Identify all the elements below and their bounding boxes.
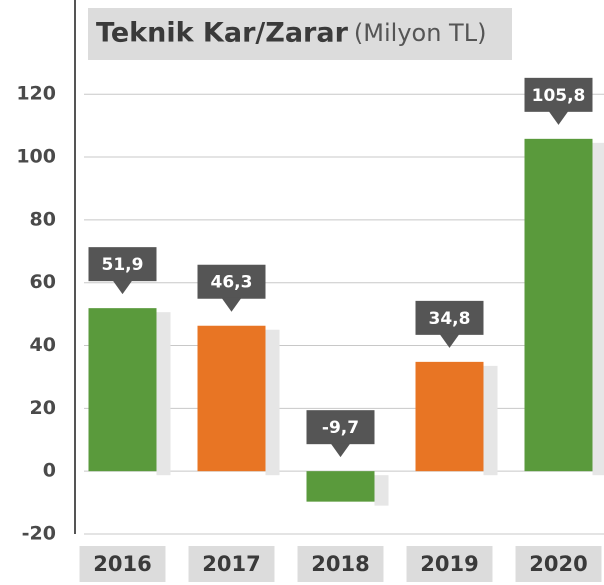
x-tick-box: [188, 546, 275, 582]
y-tick-label: 0: [43, 460, 56, 482]
y-tick-label: 100: [16, 146, 56, 168]
x-tick-label: 2016: [93, 552, 151, 576]
value-label-box: [415, 300, 484, 335]
y-tick-label: -20: [22, 523, 56, 545]
y-tick-label: 60: [30, 271, 56, 293]
y-tick-label: 80: [30, 208, 56, 230]
chart-subtitle: (Milyon TL): [354, 19, 487, 47]
x-tick-label: 2020: [529, 552, 587, 576]
x-tick-box: [515, 546, 602, 582]
bar-shadow: [156, 312, 171, 476]
y-tick-label: 20: [30, 397, 56, 419]
value-label: 34,8: [429, 309, 471, 329]
bar: [306, 471, 375, 502]
value-label-box: [197, 264, 266, 299]
x-tick-box: [79, 546, 166, 582]
y-tick-label: 120: [16, 83, 56, 105]
x-tick-box: [297, 546, 384, 582]
bar: [88, 308, 157, 472]
value-label: 105,8: [532, 86, 586, 106]
value-label: 46,3: [211, 273, 253, 293]
y-tick-label: 40: [30, 334, 56, 356]
value-label-pointer: [548, 110, 569, 125]
value-label-box: [524, 77, 593, 112]
value-label-pointer: [439, 333, 460, 348]
bar-shadow: [483, 365, 498, 476]
chart-title: Teknik Kar/Zarar: [96, 18, 349, 49]
bar-shadow: [592, 142, 604, 476]
value-label: 51,9: [102, 255, 144, 275]
bar: [415, 361, 484, 472]
x-tick-box: [406, 546, 493, 582]
value-label-pointer: [330, 443, 351, 458]
value-label-box: [88, 247, 157, 282]
bar: [524, 138, 593, 472]
x-tick-label: 2019: [420, 552, 478, 576]
x-tick-label: 2018: [311, 552, 369, 576]
value-label: -9,7: [322, 418, 359, 438]
bar-shadow: [265, 329, 280, 476]
value-label-pointer: [221, 297, 242, 312]
value-label-pointer: [112, 280, 133, 295]
title-box: [88, 8, 512, 60]
value-label-box: [306, 410, 375, 445]
bar-shadow: [374, 475, 389, 506]
bar: [197, 325, 266, 472]
x-tick-label: 2017: [202, 552, 260, 576]
